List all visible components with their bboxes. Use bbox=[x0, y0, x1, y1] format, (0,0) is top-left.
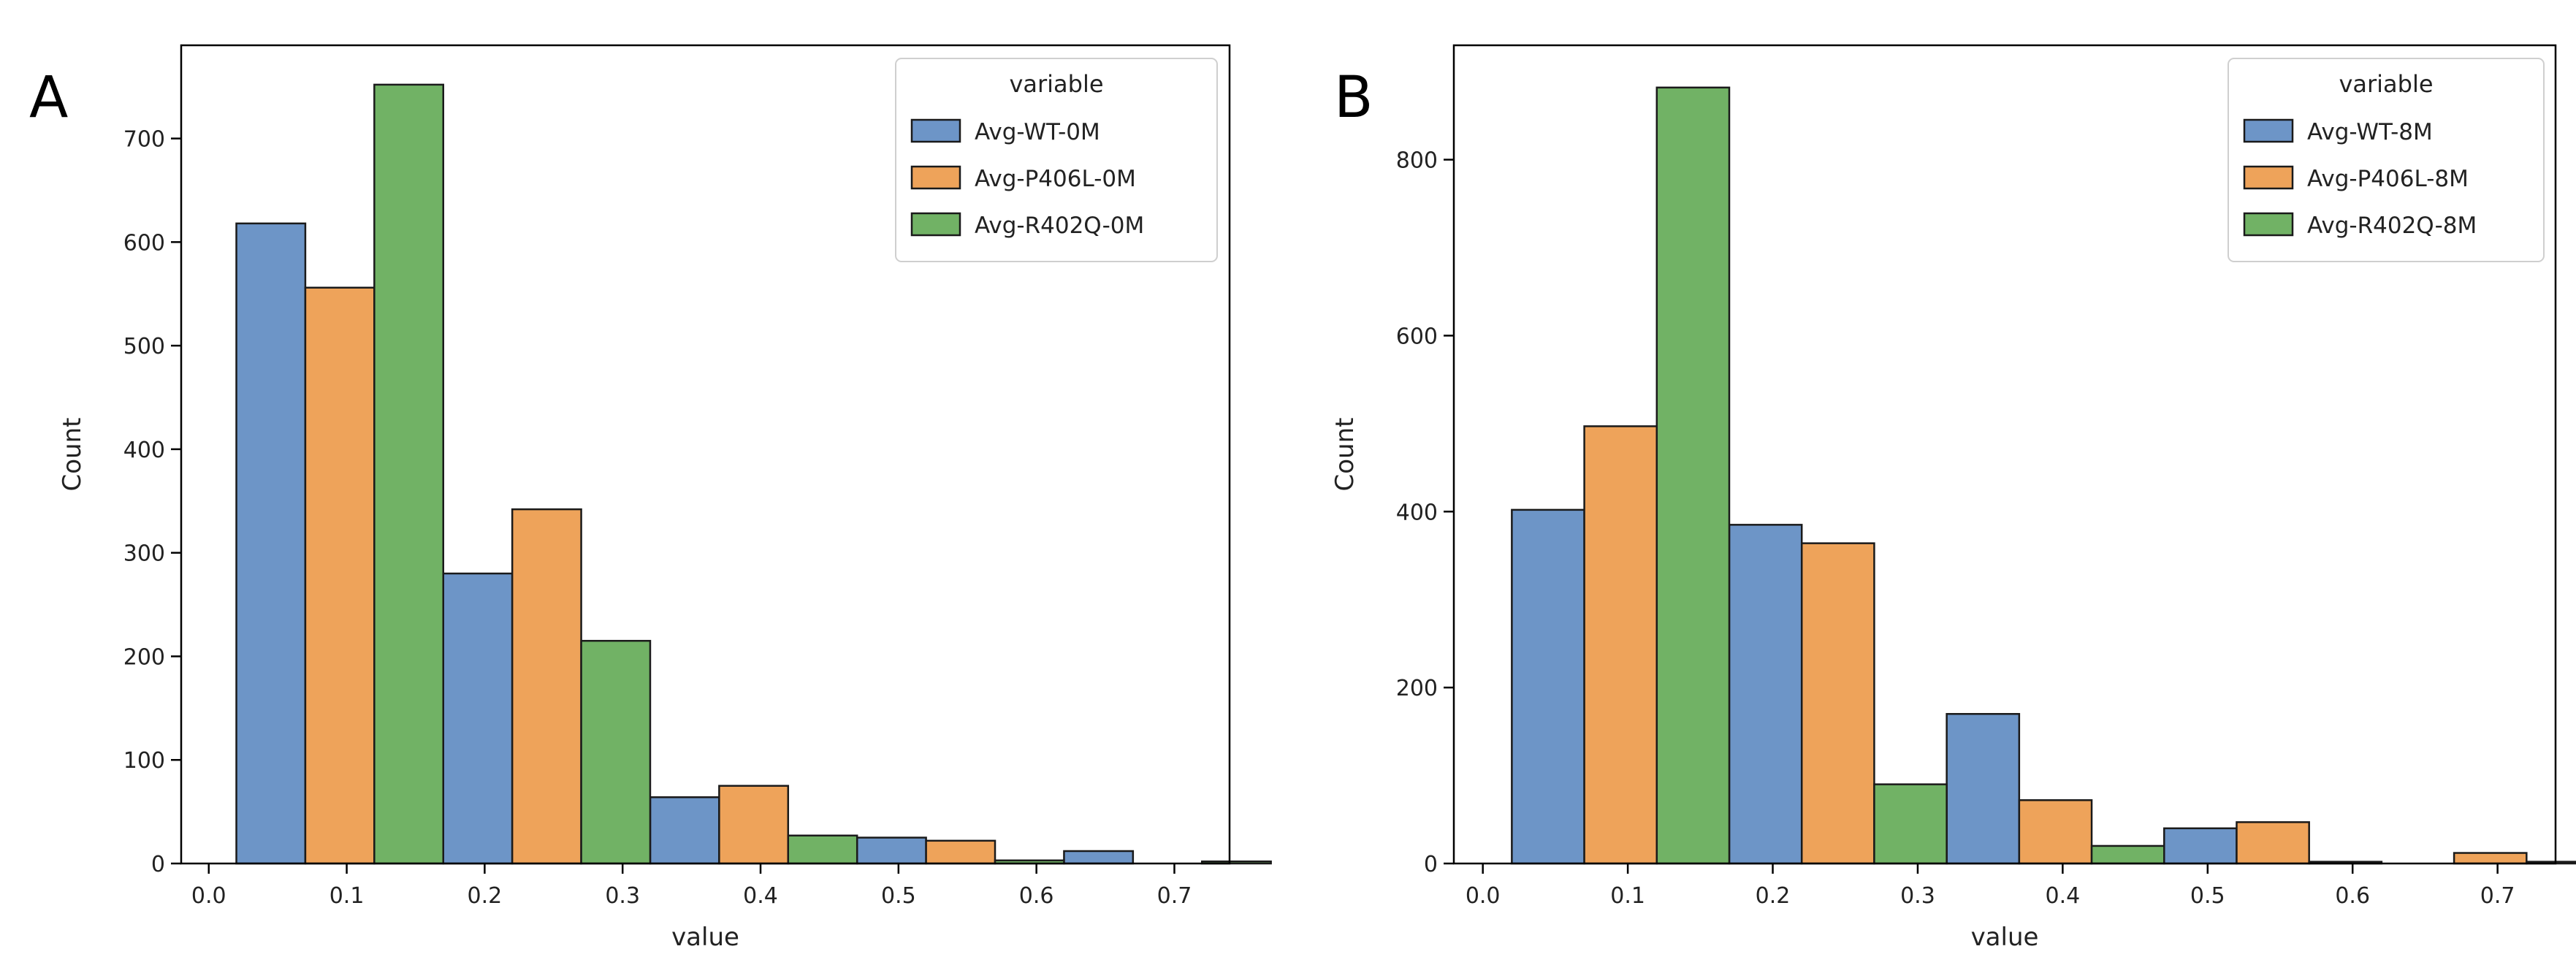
bar-avg-wt-0m-bin-1 bbox=[235, 222, 307, 865]
bar-avg-p406l-0m-bin-1 bbox=[304, 286, 376, 865]
x-tick-label: 0.7 bbox=[2480, 883, 2515, 909]
bar-avg-p406l-8m-bin-3 bbox=[2018, 799, 2093, 865]
x-tick-label: 0.2 bbox=[468, 883, 503, 909]
bar-avg-p406l-0m-bin-3 bbox=[718, 785, 790, 865]
bar-avg-p406l-0m-bin-2 bbox=[511, 508, 582, 865]
bar-avg-p406l-8m-bin-1 bbox=[1583, 425, 1658, 865]
plot-frame bbox=[180, 44, 1231, 865]
y-tick-label: 600 bbox=[1396, 324, 1438, 349]
bar-avg-r402q-0m-bin-3 bbox=[787, 834, 858, 865]
panel-label-b: B bbox=[1334, 65, 1373, 131]
legend-swatch bbox=[2243, 212, 2294, 237]
y-tick-label: 200 bbox=[123, 644, 165, 670]
plot-a: 0.0 0.1 0.2 0.3 0.4 0.5 0.6 0.7 0 100 200 300 400 500… bbox=[58, 44, 1272, 952]
x-tick-label: 0.1 bbox=[329, 883, 365, 909]
bar-avg-p406l-8m-bin-2 bbox=[1800, 542, 1875, 865]
x-tick-label: 0.1 bbox=[1610, 883, 1645, 909]
x-tick-label: 0.3 bbox=[1900, 883, 1935, 909]
legend-swatch bbox=[2243, 118, 2294, 143]
x-tick-label: 0.0 bbox=[191, 883, 226, 909]
y-axis-label: Count bbox=[58, 418, 87, 492]
bar-avg-p406l-8m-bin-5 bbox=[2453, 852, 2528, 865]
y-tick-label: 300 bbox=[123, 541, 165, 567]
y-tick-label: 700 bbox=[123, 127, 165, 153]
bar-avg-wt-8m-bin-4 bbox=[2163, 827, 2238, 865]
x-tick-label: 0.4 bbox=[743, 883, 778, 909]
bar-avg-r402q-8m-bin-2 bbox=[1873, 783, 1948, 865]
y-tick-label: 0 bbox=[1424, 852, 1438, 877]
x-tick-label: 0.4 bbox=[2046, 883, 2081, 909]
bar-avg-wt-0m-bin-3 bbox=[649, 796, 720, 865]
bar-avg-r402q-0m-bin-5 bbox=[1200, 860, 1272, 865]
panel-a: A 0.0 0.1 0.2 0.3 0.4 0.5 0.6 0.7 0 100 200 300 400 5… bbox=[29, 44, 1272, 952]
bar-avg-p406l-0m-bin-4 bbox=[925, 839, 997, 865]
x-tick-label: 0.5 bbox=[2190, 883, 2225, 909]
y-tick-label: 600 bbox=[123, 230, 165, 256]
bar-avg-wt-0m-bin-2 bbox=[442, 572, 514, 865]
legend-entry: Avg-P406L-0M bbox=[975, 166, 1136, 192]
y-tick-label: 400 bbox=[1396, 500, 1438, 525]
y-tick-label: 0 bbox=[151, 852, 165, 877]
bar-avg-r402q-0m-bin-1 bbox=[373, 83, 444, 865]
y-axis-label: Count bbox=[1330, 418, 1360, 492]
y-tick-label: 100 bbox=[123, 748, 165, 774]
bar-avg-r402q-8m-bin-1 bbox=[1655, 86, 1731, 865]
legend-swatch bbox=[910, 165, 961, 190]
legend-frame bbox=[2228, 58, 2545, 262]
legend-swatch bbox=[910, 118, 961, 143]
legend-title: variable bbox=[2339, 70, 2433, 98]
x-tick-label: 0.3 bbox=[605, 883, 640, 909]
legend-entry: Avg-P406L-8M bbox=[2307, 166, 2469, 192]
y-tick-label: 500 bbox=[123, 334, 165, 359]
x-tick-label: 0.6 bbox=[2335, 883, 2370, 909]
legend-title: variable bbox=[1009, 70, 1103, 98]
x-tick-label: 0.5 bbox=[881, 883, 916, 909]
bar-avg-p406l-8m-bin-4 bbox=[2236, 821, 2310, 865]
panel-label-a: A bbox=[29, 65, 68, 131]
panel-b: B 0.0 0.1 0.2 0.3 0.4 0.5 0.6 0.7 0 200 400 600 800 v… bbox=[1330, 44, 2576, 952]
bar-avg-r402q-0m-bin-2 bbox=[580, 639, 652, 865]
legend-entry: Avg-R402Q-0M bbox=[975, 213, 1144, 239]
x-axis-label: value bbox=[671, 923, 739, 952]
legend-frame bbox=[895, 58, 1218, 262]
x-axis-label: value bbox=[1971, 923, 2039, 952]
y-tick-label: 200 bbox=[1396, 676, 1438, 701]
plot-b: 0.0 0.1 0.2 0.3 0.4 0.5 0.6 0.7 0 200 400 600 800 val… bbox=[1330, 44, 2576, 952]
plot-frame bbox=[1452, 44, 2557, 865]
legend: variable Avg-WT-0M Avg-P406L-0M Avg-R402Q-0… bbox=[895, 58, 1218, 262]
bar-avg-wt-8m-bin-1 bbox=[1511, 508, 1585, 865]
legend-entry: Avg-WT-0M bbox=[975, 119, 1100, 145]
legend-swatch bbox=[910, 212, 961, 237]
bar-avg-wt-8m-bin-3 bbox=[1946, 713, 2021, 865]
x-tick-label: 0.0 bbox=[1466, 883, 1501, 909]
bar-avg-wt-8m-bin-2 bbox=[1728, 524, 1803, 865]
x-tick-label: 0.6 bbox=[1019, 883, 1054, 909]
x-tick-label: 0.7 bbox=[1157, 883, 1192, 909]
bar-avg-wt-0m-bin-5 bbox=[1063, 850, 1135, 865]
y-tick-label: 800 bbox=[1396, 148, 1438, 174]
x-tick-label: 0.2 bbox=[1756, 883, 1791, 909]
y-tick-label: 400 bbox=[123, 438, 165, 463]
bar-avg-wt-0m-bin-4 bbox=[856, 836, 927, 865]
bar-avg-r402q-8m-bin-3 bbox=[2090, 845, 2165, 865]
legend-swatch bbox=[2243, 165, 2294, 190]
legend-entry: Avg-R402Q-8M bbox=[2307, 213, 2477, 239]
legend-entry: Avg-WT-8M bbox=[2307, 119, 2433, 145]
legend: variable Avg-WT-8M Avg-P406L-8M Avg-R402Q-8… bbox=[2228, 58, 2545, 262]
